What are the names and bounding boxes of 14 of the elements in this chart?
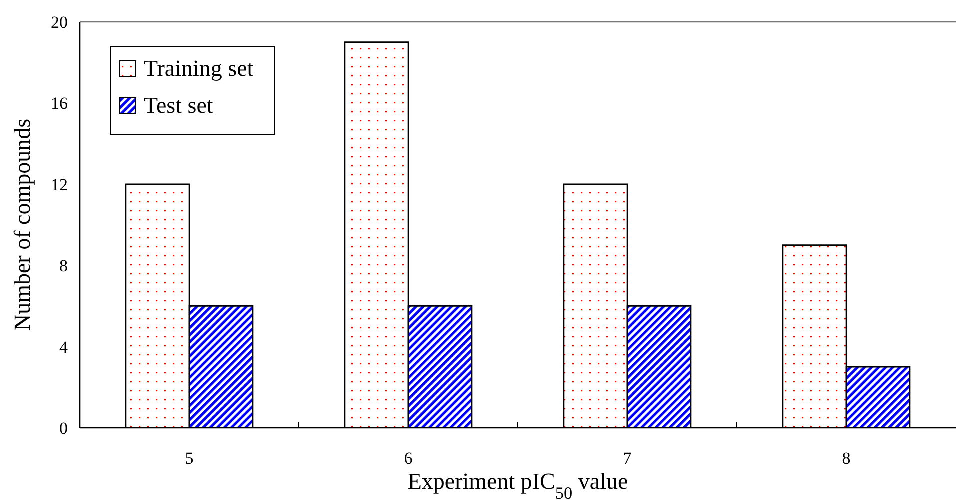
x-tick-label: 5 [185,449,194,468]
y-tick-label: 16 [51,94,68,114]
y-tick-label: 12 [51,175,68,194]
y-axis-title: Number of compounds [10,118,35,332]
y-tick-label: 4 [60,338,68,357]
x-tick-label: 6 [404,449,413,468]
x-tick-label: 8 [842,449,851,468]
y-tick-label: 8 [60,256,68,276]
legend-label: Training set [144,56,254,81]
legend-label: Test set [144,93,214,118]
x-axis-title: Experiment pIC$_{50}$ value [408,469,628,502]
y-tick-label: 20 [51,12,68,32]
y-tick-label: 0 [60,418,68,438]
x-tick-label: 7 [623,449,632,468]
